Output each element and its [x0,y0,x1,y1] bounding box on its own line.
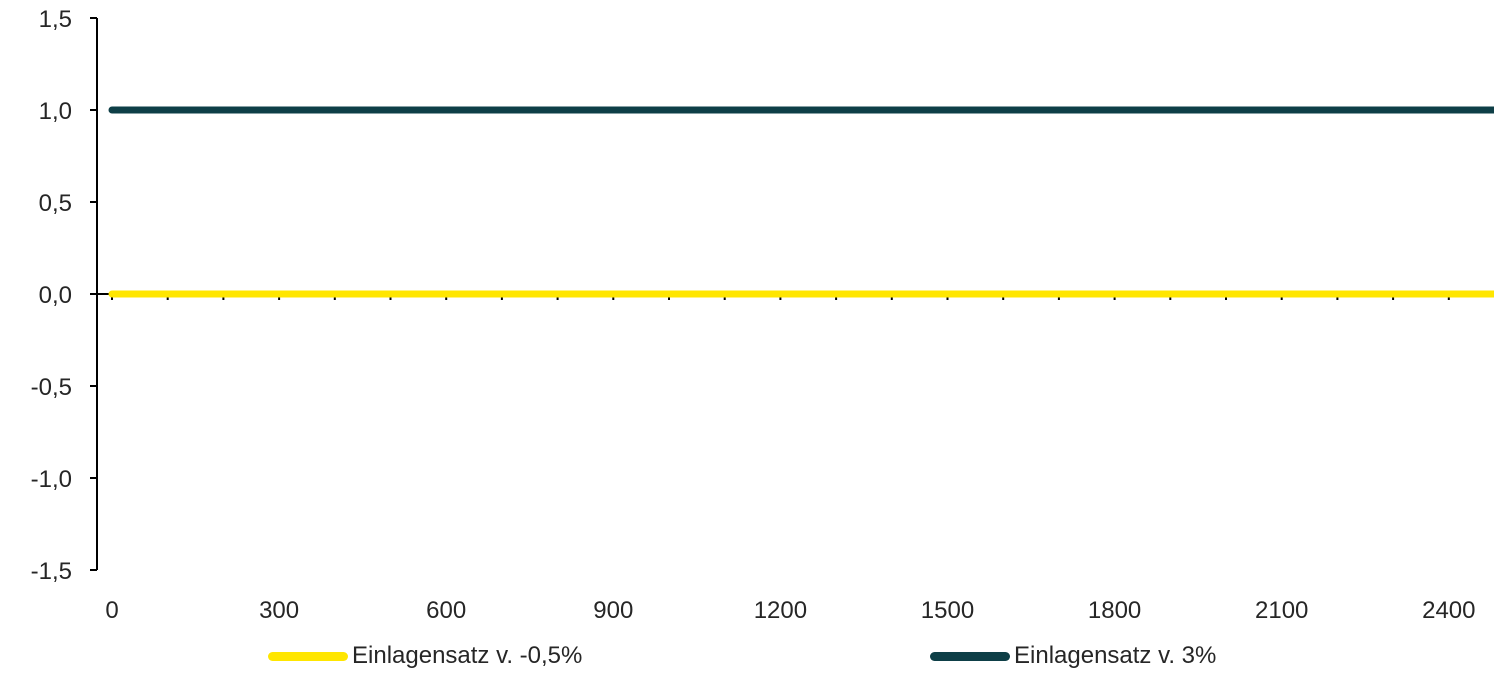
y-tick-label: 0,0 [39,282,72,309]
legend-swatch-series-2 [930,651,1010,661]
y-tick-label: -0,5 [31,374,72,401]
legend-item-series-2: Einlagensatz v. 3% [930,642,1216,670]
x-tick-label: 1200 [754,597,807,624]
y-tick-label: 1,5 [39,6,72,33]
chart-legend: Einlagensatz v. -0,5% Einlagensatz v. 3% [0,642,1494,682]
y-tick-label: 0,5 [39,190,72,217]
legend-label-series-2: Einlagensatz v. 3% [1014,642,1217,669]
legend-swatch-series-1 [268,651,348,661]
chart-series-layer [108,106,1494,298]
x-tick-label: 0 [105,597,118,624]
series-line-1 [108,290,1494,298]
y-axis-labels: 1,5 1,0 0,5 0,0 -0,5 -1,0 -1,5 [31,6,72,585]
x-tick-label: 2400 [1422,597,1475,624]
y-tick-label: -1,5 [31,558,72,585]
y-tick-label: -1,0 [31,466,72,493]
x-tick-label: 900 [593,597,633,624]
x-tick-label: 600 [426,597,466,624]
x-axis-labels: 0300600900120015001800210024002700300033… [105,597,1475,624]
x-tick-label: 1800 [1088,597,1141,624]
series-line-2 [108,106,1494,114]
x-tick-label: 2100 [1255,597,1308,624]
legend-label-series-1: Einlagensatz v. -0,5% [352,642,583,669]
x-tick-label: 300 [259,597,299,624]
line-chart: 1,5 1,0 0,5 0,0 -0,5 -1,0 -1,5 0 300 600 900 1200 1… [31,6,1494,624]
legend-item-series-1: Einlagensatz v. -0,5% [268,642,582,670]
x-tick-label: 1500 [921,597,974,624]
y-tick-label: 1,0 [39,98,72,125]
